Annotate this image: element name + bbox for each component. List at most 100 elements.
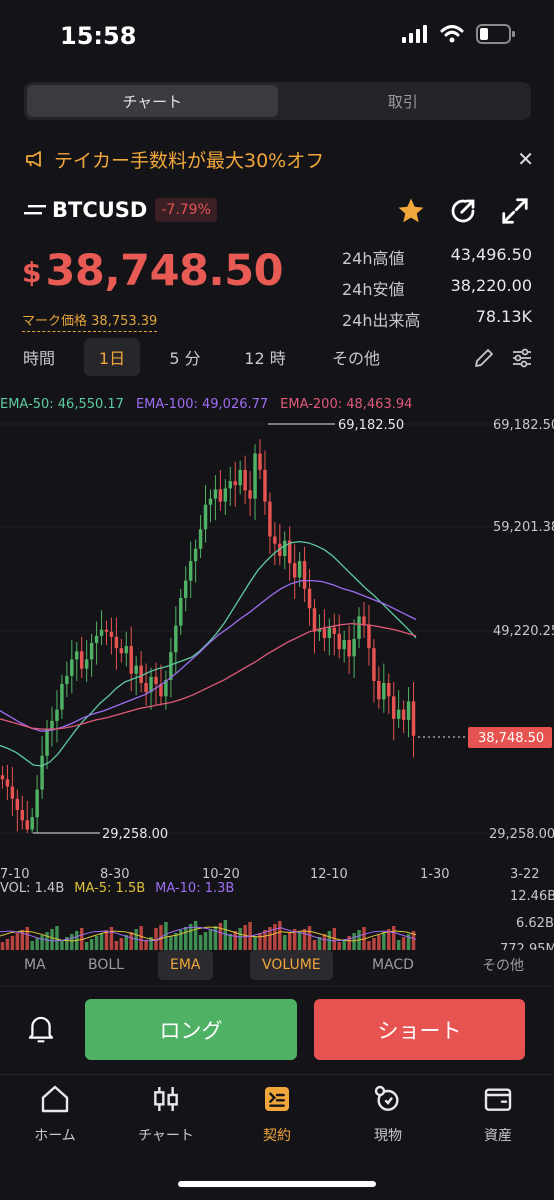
- fullscreen-icon[interactable]: [500, 196, 530, 226]
- stat-row-volume: 24h出来高 78.13K: [342, 307, 532, 338]
- volume-bar: [287, 932, 292, 950]
- x-tick: 10-20: [202, 867, 240, 882]
- x-tick: 1-30: [420, 867, 450, 882]
- candle: [35, 789, 39, 818]
- volume-bar: [411, 931, 416, 950]
- tab-chart[interactable]: チャート: [116, 1083, 216, 1145]
- status-time: 15:58: [60, 22, 137, 50]
- indicator-tab-ema[interactable]: EMA: [158, 950, 213, 980]
- close-icon[interactable]: ✕: [517, 147, 534, 171]
- indicator-tab-macd[interactable]: MACD: [372, 957, 414, 973]
- candle: [75, 651, 79, 660]
- volume-bar: [292, 929, 297, 950]
- candle: [258, 453, 262, 470]
- volume-ma5-line: [0, 926, 417, 942]
- price-chart[interactable]: 69,182.50 29,258.00 38,748.50 69,182.50 …: [0, 380, 554, 950]
- pencil-icon[interactable]: [472, 346, 496, 370]
- indicator-tab-ma[interactable]: MA: [24, 957, 46, 973]
- volume-bar: [387, 929, 391, 950]
- volume-bar: [179, 930, 183, 950]
- long-button[interactable]: ロング: [85, 999, 297, 1060]
- volume-bar: [297, 932, 302, 950]
- volume-bar: [25, 927, 29, 950]
- trade-action-bar: ロング ショート: [0, 986, 554, 1074]
- bell-icon[interactable]: [26, 1013, 56, 1045]
- vol-ma10-label: MA-10: 1.3B: [155, 881, 235, 896]
- star-icon[interactable]: [396, 196, 426, 226]
- mark-price[interactable]: マーク価格 38,753.39: [22, 310, 158, 332]
- volume-bar: [114, 941, 119, 950]
- volume-bar: [169, 936, 173, 950]
- volume-bar: [84, 942, 89, 950]
- timeframe-1d[interactable]: 1日: [84, 338, 140, 376]
- ticker-symbol[interactable]: BTCUSD: [52, 198, 148, 222]
- volume-bar: [10, 936, 15, 950]
- volume-bar: [243, 925, 247, 950]
- candle: [327, 627, 332, 638]
- volume-bar: [203, 932, 208, 950]
- volume-bar: [213, 926, 218, 950]
- tab-label: ホーム: [34, 1128, 76, 1144]
- timeframe-bar: 時間 1日 5 分 12 時 その他: [0, 338, 554, 378]
- volume-bar: [401, 937, 406, 950]
- candle: [15, 798, 20, 811]
- indicator-tab-more[interactable]: その他: [482, 958, 524, 974]
- timeframe-5m[interactable]: 5 分: [169, 349, 201, 368]
- tab-spot[interactable]: 現物: [338, 1083, 438, 1145]
- high-marker-label: 69,182.50: [338, 418, 404, 433]
- candle: [5, 779, 10, 787]
- price-markers: 69,182.50 29,258.00 38,748.50: [33, 418, 552, 842]
- candle: [65, 675, 69, 685]
- candle: [124, 646, 129, 654]
- segment-trade[interactable]: 取引: [387, 92, 418, 111]
- x-axis: 7-10 8-30 10-20 12-10 1-30 3-22: [0, 867, 540, 882]
- volume-bar: [139, 926, 143, 950]
- candle: [164, 679, 168, 697]
- ema-100-label: EMA-100: 49,026.77: [135, 397, 269, 412]
- indicator-tab-volume[interactable]: VOLUME: [250, 950, 333, 980]
- tab-assets[interactable]: 資産: [448, 1083, 548, 1145]
- candle: [253, 453, 257, 499]
- candle: [223, 488, 228, 502]
- candle: [94, 635, 99, 644]
- stat-value: 78.13K: [475, 307, 532, 326]
- menu-icon[interactable]: [24, 202, 46, 218]
- ema-legend: EMA-50: 46,550.17 EMA-100: 49,026.77 EMA…: [0, 397, 412, 412]
- volume-bar: [352, 933, 356, 950]
- candle: [208, 498, 213, 505]
- volume-bar: [164, 922, 168, 950]
- volume-bar: [377, 935, 381, 950]
- segment-chart[interactable]: チャート: [27, 85, 278, 117]
- candle: [411, 701, 416, 736]
- settings-sliders-icon[interactable]: [510, 346, 534, 370]
- candle: [188, 561, 193, 581]
- tab-home[interactable]: ホーム: [5, 1083, 105, 1145]
- candle: [89, 643, 94, 660]
- mark-price-label: マーク価格: [22, 314, 88, 329]
- timeframe-more[interactable]: その他: [331, 349, 380, 368]
- timeframe-12h[interactable]: 12 時: [244, 349, 286, 368]
- candle: [109, 631, 114, 637]
- candle: [213, 489, 218, 499]
- volume-bar: [228, 934, 233, 950]
- short-button[interactable]: ショート: [314, 999, 525, 1060]
- last-price-tag-label: 38,748.50: [478, 731, 544, 746]
- candle: [0, 775, 5, 780]
- candle: [352, 638, 356, 657]
- indicator-tab-boll[interactable]: BOLL: [88, 957, 124, 973]
- volume-bar: [55, 926, 59, 950]
- ema-50-line: [0, 540, 417, 767]
- candle: [30, 817, 34, 830]
- volume-bar: [60, 940, 64, 950]
- volume-y-axis: 12.46B 6.62B 772.95M: [500, 889, 554, 950]
- promo-banner[interactable]: テイカー手数料が最大30%オフ ✕: [24, 145, 534, 173]
- volume-bars: [0, 920, 417, 950]
- volume-bar: [253, 936, 257, 950]
- tab-contract[interactable]: 契約: [227, 1083, 327, 1145]
- timeframe-hour[interactable]: 時間: [22, 349, 55, 368]
- candle: [283, 540, 287, 556]
- volume-bar: [35, 938, 39, 950]
- volume-y-tick: 6.62B: [516, 916, 554, 931]
- share-icon[interactable]: [448, 196, 478, 226]
- volume-bar: [193, 921, 198, 950]
